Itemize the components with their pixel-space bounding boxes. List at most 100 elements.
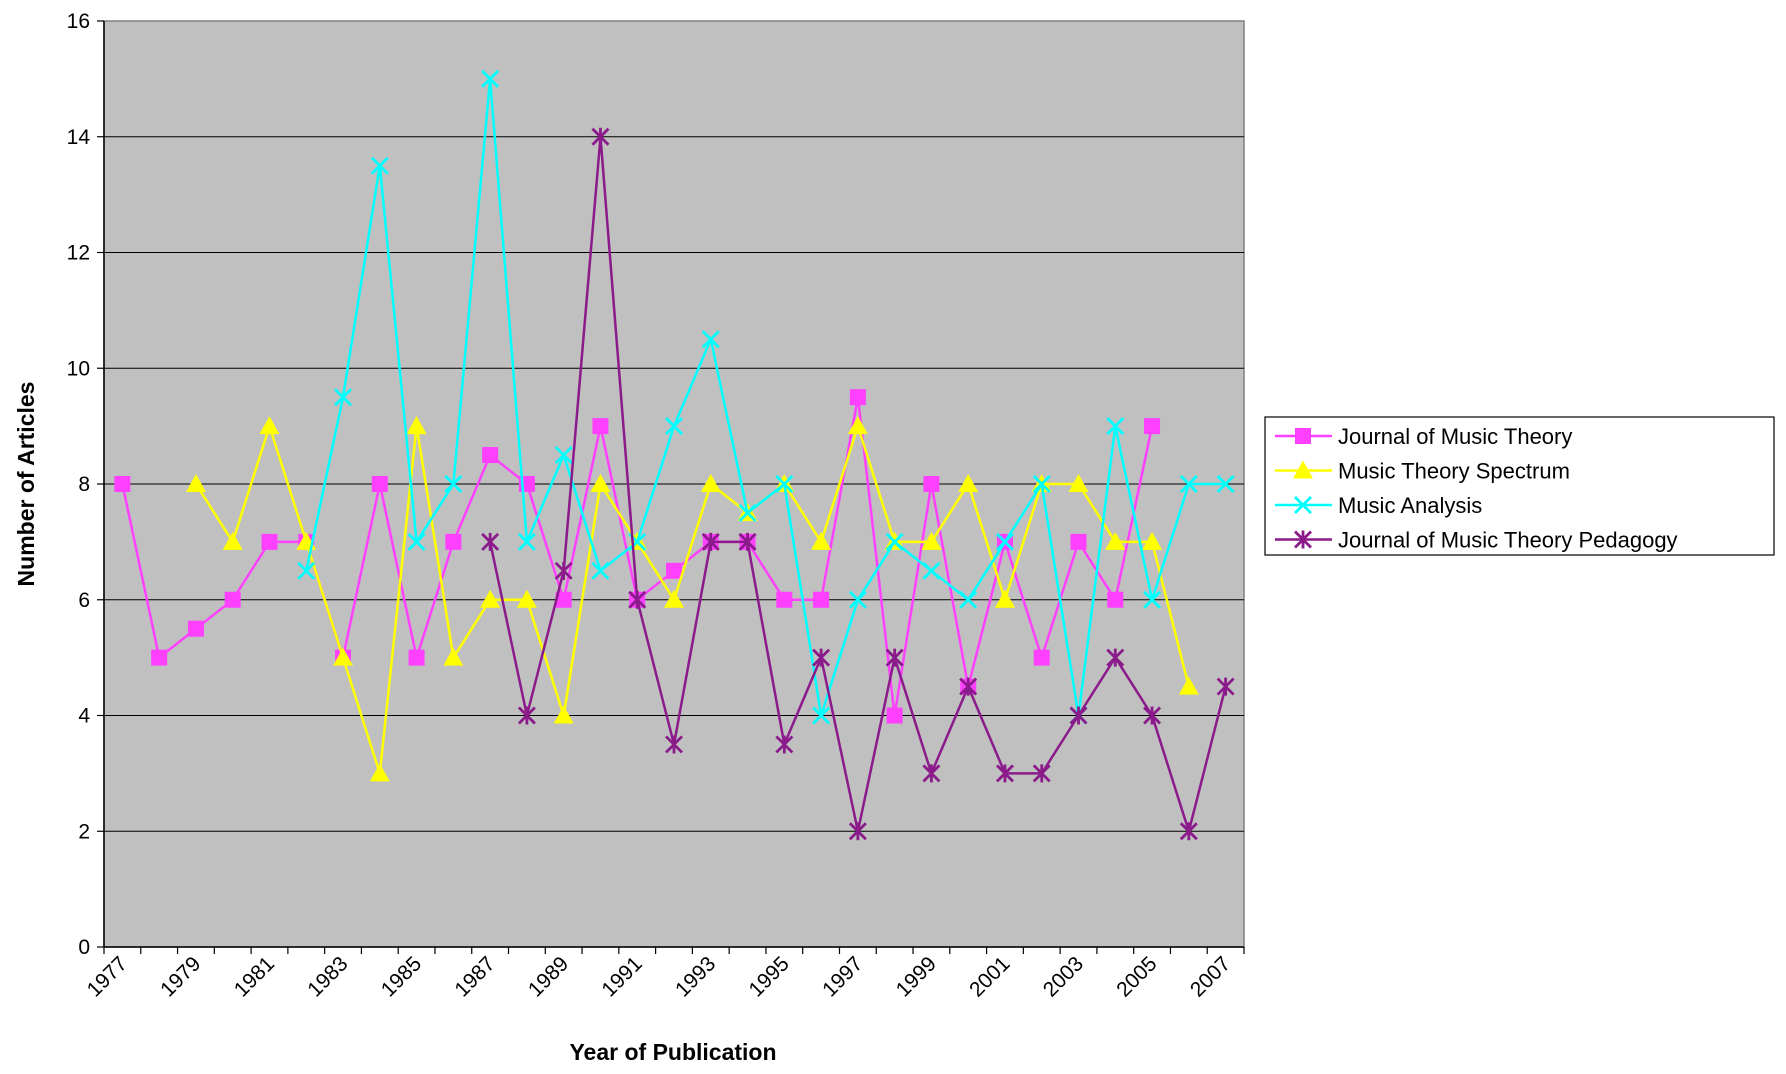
data-point: [114, 476, 131, 492]
data-point: [664, 589, 684, 608]
data-point: [369, 763, 390, 782]
data-point: [775, 735, 794, 754]
data-point: [444, 475, 463, 493]
legend-box: [1264, 416, 1775, 556]
x-tick-label: 1997: [818, 952, 867, 1001]
x-tick-label: 1999: [892, 952, 941, 1001]
data-point: [554, 561, 573, 580]
data-point: [591, 561, 610, 580]
data-point: [812, 648, 831, 667]
x-tick-label: 1987: [450, 952, 499, 1001]
y-tick-label: 14: [67, 126, 91, 149]
y-tick-label: 8: [78, 473, 90, 496]
x-tick-label: 1991: [597, 952, 646, 1001]
x-tick-label: 2001: [965, 952, 1014, 1001]
y-tick-label: 0: [78, 936, 90, 959]
data-point: [923, 476, 940, 492]
x-tick-label: 2003: [1039, 952, 1088, 1001]
y-tick-label: 16: [67, 10, 90, 33]
data-point: [1179, 475, 1198, 493]
y-tick-label: 10: [67, 357, 90, 380]
data-point: [408, 649, 425, 666]
data-point: [1295, 428, 1311, 444]
data-point: [1107, 591, 1124, 608]
x-tick-label: 1979: [156, 952, 205, 1001]
data-point: [1178, 676, 1199, 695]
data-point: [590, 474, 611, 492]
data-point: [1216, 677, 1235, 696]
data-point: [628, 590, 647, 609]
data-point: [1033, 649, 1050, 666]
data-point: [517, 532, 536, 551]
x-tick-labels: 1977 1979 1981 1983 1985 1987 1989 1991 1993 1995…: [83, 947, 1245, 1002]
data-point: [261, 533, 278, 550]
data-point: [812, 706, 831, 725]
data-point: [445, 533, 462, 550]
data-point: [1069, 706, 1088, 725]
data-point: [517, 706, 536, 725]
data-point: [1032, 475, 1051, 493]
legend-item: Music Analysis: [1275, 493, 1482, 518]
data-point: [554, 446, 573, 465]
legend-item: Music Theory Spectrum: [1275, 459, 1570, 484]
data-point: [666, 562, 682, 579]
data-point: [922, 764, 941, 783]
data-point: [1106, 648, 1125, 667]
legend: Journal of Music Theory Music Theory Spec…: [1264, 416, 1775, 556]
data-point: [297, 561, 316, 580]
x-tick-label: 2005: [1112, 952, 1161, 1001]
data-point: [959, 590, 978, 609]
data-point: [1105, 531, 1126, 550]
legend-item: Journal of Music Theory Pedagogy: [1275, 528, 1678, 553]
data-point: [700, 474, 721, 492]
data-point: [151, 649, 168, 666]
data-point: [481, 532, 500, 551]
data-point: [553, 705, 574, 724]
data-point: [555, 591, 572, 608]
data-point: [1070, 533, 1087, 550]
data-point: [592, 418, 609, 435]
series-journal-of-music-theory-pedagogy: [481, 127, 1235, 841]
data-point: [334, 388, 353, 407]
data-point: [665, 417, 683, 436]
x-tick-label: 1993: [671, 952, 720, 1001]
data-point: [480, 589, 501, 608]
data-point: [481, 69, 500, 88]
data-point: [259, 416, 280, 435]
data-point: [1216, 475, 1235, 493]
data-point: [1293, 460, 1313, 479]
data-point: [849, 389, 866, 406]
data-point: [591, 127, 610, 146]
x-tick-label: 1985: [377, 952, 426, 1001]
data-point: [407, 532, 426, 551]
data-point: [959, 677, 978, 696]
data-point: [371, 476, 388, 492]
data-point: [994, 589, 1015, 608]
data-point: [406, 416, 427, 435]
series-layer: [114, 69, 1235, 841]
x-axis-title: Year of Publication: [569, 1039, 776, 1065]
data-point: [185, 474, 206, 492]
legend-label: Journal of Music Theory Pedagogy: [1338, 528, 1678, 553]
data-point: [1144, 418, 1161, 435]
legend-label: Music Theory Spectrum: [1338, 459, 1570, 484]
data-point: [848, 822, 867, 841]
data-point: [187, 620, 204, 637]
data-point: [443, 647, 464, 666]
data-point: [1143, 706, 1162, 725]
data-point: [921, 531, 942, 550]
data-point: [738, 532, 757, 551]
series-line: [305, 77, 1226, 717]
data-point: [922, 561, 941, 580]
data-point: [847, 416, 868, 435]
data-point: [738, 503, 757, 522]
data-point: [1294, 530, 1312, 549]
data-point: [701, 532, 720, 551]
data-point: [1106, 417, 1125, 436]
y-tick-label: 4: [78, 705, 90, 728]
y-tick-label: 12: [67, 242, 90, 265]
x-tick-label: 1995: [745, 952, 794, 1001]
data-point: [886, 707, 903, 724]
data-point: [333, 647, 354, 666]
